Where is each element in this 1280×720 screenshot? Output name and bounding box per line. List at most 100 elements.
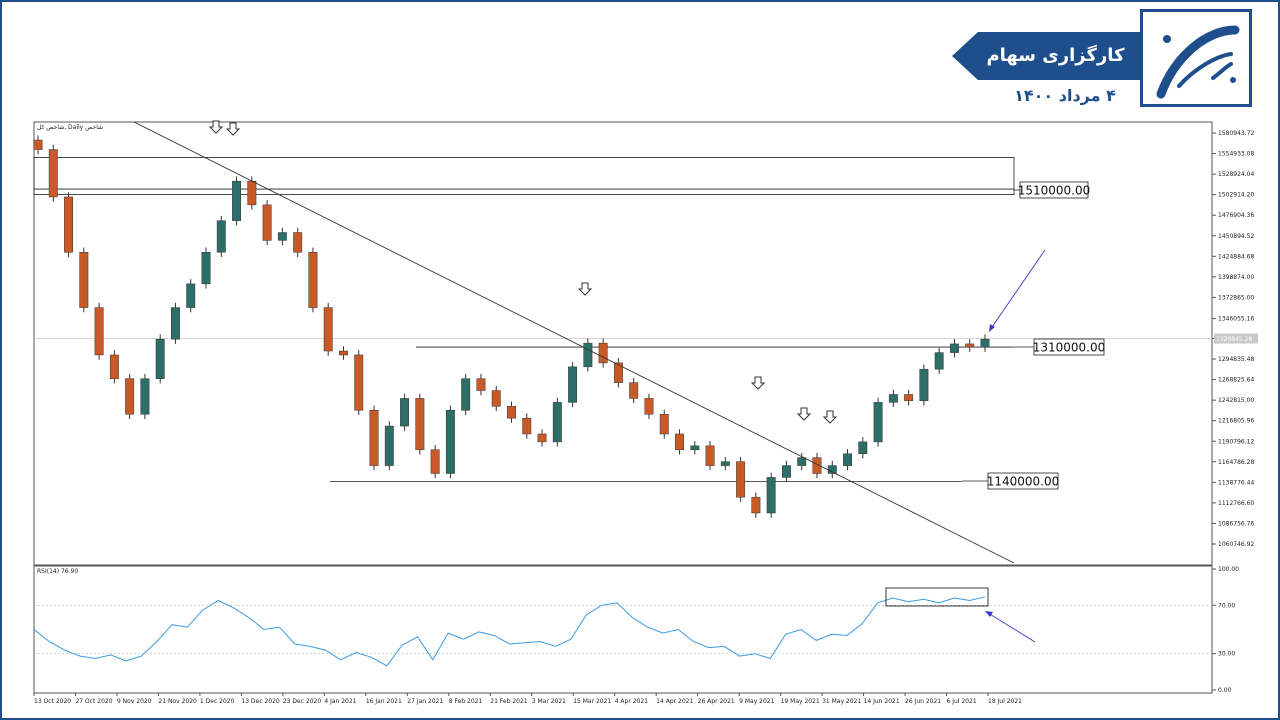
candle-body [48, 149, 58, 198]
price-y-tick-label: 1242815.00 [1218, 397, 1254, 404]
pointer-arrow-line [989, 249, 1046, 331]
candle-body [598, 342, 608, 364]
rsi-y-tick-label: 0.00 [1218, 687, 1232, 694]
level-label: 1510000.00 [1018, 184, 1091, 198]
pointer-arrow-head [989, 324, 995, 332]
rsi-panel-label: RSI(14) 76.90 [37, 568, 78, 575]
candle-body [690, 445, 700, 451]
candle-body [507, 406, 516, 419]
x-tick-label: 14 Jun 2021 [864, 698, 900, 705]
candle-body [354, 354, 364, 411]
price-y-tick-label: 1112766.60 [1218, 500, 1254, 507]
candle-body [980, 338, 990, 348]
candle-body [216, 220, 226, 253]
candle-body [537, 433, 547, 443]
candle-body [323, 307, 333, 352]
price-y-tick-label: 1476904.36 [1218, 212, 1254, 219]
candle-body [522, 417, 532, 435]
candle-body [766, 477, 776, 514]
candle-body [445, 410, 455, 474]
candle-body [308, 252, 318, 308]
candles-layer [33, 135, 990, 518]
price-panel-label: شاخص کل, Daily شاخص [37, 124, 103, 131]
rsi-pointer-arrow-head [985, 611, 993, 617]
candle-body [64, 196, 73, 253]
x-tick-label: 26 Apr 2021 [698, 698, 735, 705]
candle-body [568, 366, 578, 403]
x-tick-label: 19 May 2021 [781, 698, 820, 705]
candle-body [140, 378, 150, 415]
level-label-box [1019, 181, 1089, 199]
rsi-y-tick-label: 100.00 [1218, 566, 1239, 573]
x-tick-label: 23 Dec 2020 [283, 698, 322, 705]
header-title: کارگزاری سهام بارز [986, 45, 1125, 102]
x-tick-label: 18 Jul 2021 [988, 698, 1022, 705]
candle-body [476, 378, 486, 391]
candle-body [797, 457, 807, 466]
price-y-tick-label: 1450894.52 [1218, 233, 1254, 240]
candle-body [125, 378, 135, 415]
price-y-tick-label: 1372865.00 [1218, 294, 1254, 301]
candle-body [430, 449, 440, 474]
rsi-line [33, 596, 986, 667]
candle-body [33, 139, 43, 150]
price-y-tick-label: 1086756.76 [1218, 520, 1254, 527]
candle-body [339, 350, 348, 356]
current-price-label: 1320845.28 [1216, 336, 1252, 343]
down-arrow-icon [225, 122, 241, 136]
candle-body [736, 461, 746, 498]
x-tick-label: 4 Apr 2021 [615, 698, 648, 705]
candle-body [186, 283, 196, 308]
candle-body [720, 461, 730, 466]
x-tick-label: 8 Feb 2021 [449, 698, 483, 705]
candle-body [232, 180, 242, 221]
candle-body [965, 343, 975, 348]
candle-body [675, 433, 684, 451]
header-banner [952, 32, 1140, 80]
candle-body [644, 398, 654, 415]
candle-body [919, 368, 929, 402]
candle-body [705, 445, 715, 466]
logo-swoosh-icon [1156, 25, 1240, 99]
rsi-highlight-box [885, 587, 989, 607]
candle-body [659, 413, 669, 435]
resistance-zone-box [33, 157, 1015, 195]
down-arrow-icon [750, 376, 766, 390]
rsi-y-tick-label: 30.00 [1218, 651, 1235, 658]
level-label-box [1033, 338, 1105, 356]
x-tick-label: 9 Nov 2020 [117, 698, 152, 705]
x-tick-label: 21 Feb 2021 [490, 698, 528, 705]
price-y-tick-label: 1216805.96 [1218, 418, 1254, 425]
candle-body [247, 180, 257, 206]
candle-body [201, 252, 211, 285]
candle-body [934, 352, 944, 370]
x-tick-label: 9 May 2021 [739, 698, 774, 705]
price-y-tick-label: 1346055.16 [1218, 316, 1254, 323]
x-tick-label: 1 Dec 2020 [200, 698, 235, 705]
x-tick-label: 31 May 2021 [822, 698, 861, 705]
x-tick-label: 16 Jan 2021 [366, 698, 402, 705]
x-tick-label: 26 Jun 2021 [905, 698, 941, 705]
x-tick-label: 4 Jan 2021 [324, 698, 356, 705]
header-date: ۴ مرداد ۱۴۰۰ [1014, 86, 1116, 105]
price-y-tick-label: 1554933.08 [1218, 151, 1254, 158]
candle-body [751, 496, 761, 514]
candle-body [858, 441, 868, 454]
level-label: 1310000.00 [1033, 341, 1106, 355]
candle-body [369, 410, 379, 466]
x-tick-label: 27 Jan 2021 [407, 698, 443, 705]
candle-body [552, 402, 562, 443]
x-tick-label: 13 Dec 2020 [241, 698, 280, 705]
candle-body [491, 390, 501, 407]
candle-body [277, 232, 287, 241]
level-label: 1140000.00 [987, 475, 1060, 489]
brokerage-logo [1140, 9, 1252, 107]
candle-body [583, 342, 593, 368]
price-y-tick-label: 1580943.72 [1218, 130, 1254, 137]
x-tick-label: 15 Mar 2021 [573, 698, 611, 705]
candle-body [843, 453, 852, 466]
rsi-panel-frame [33, 565, 1213, 694]
current-price-tag [1214, 333, 1258, 344]
candle-body [384, 425, 394, 466]
candle-body [461, 378, 471, 411]
